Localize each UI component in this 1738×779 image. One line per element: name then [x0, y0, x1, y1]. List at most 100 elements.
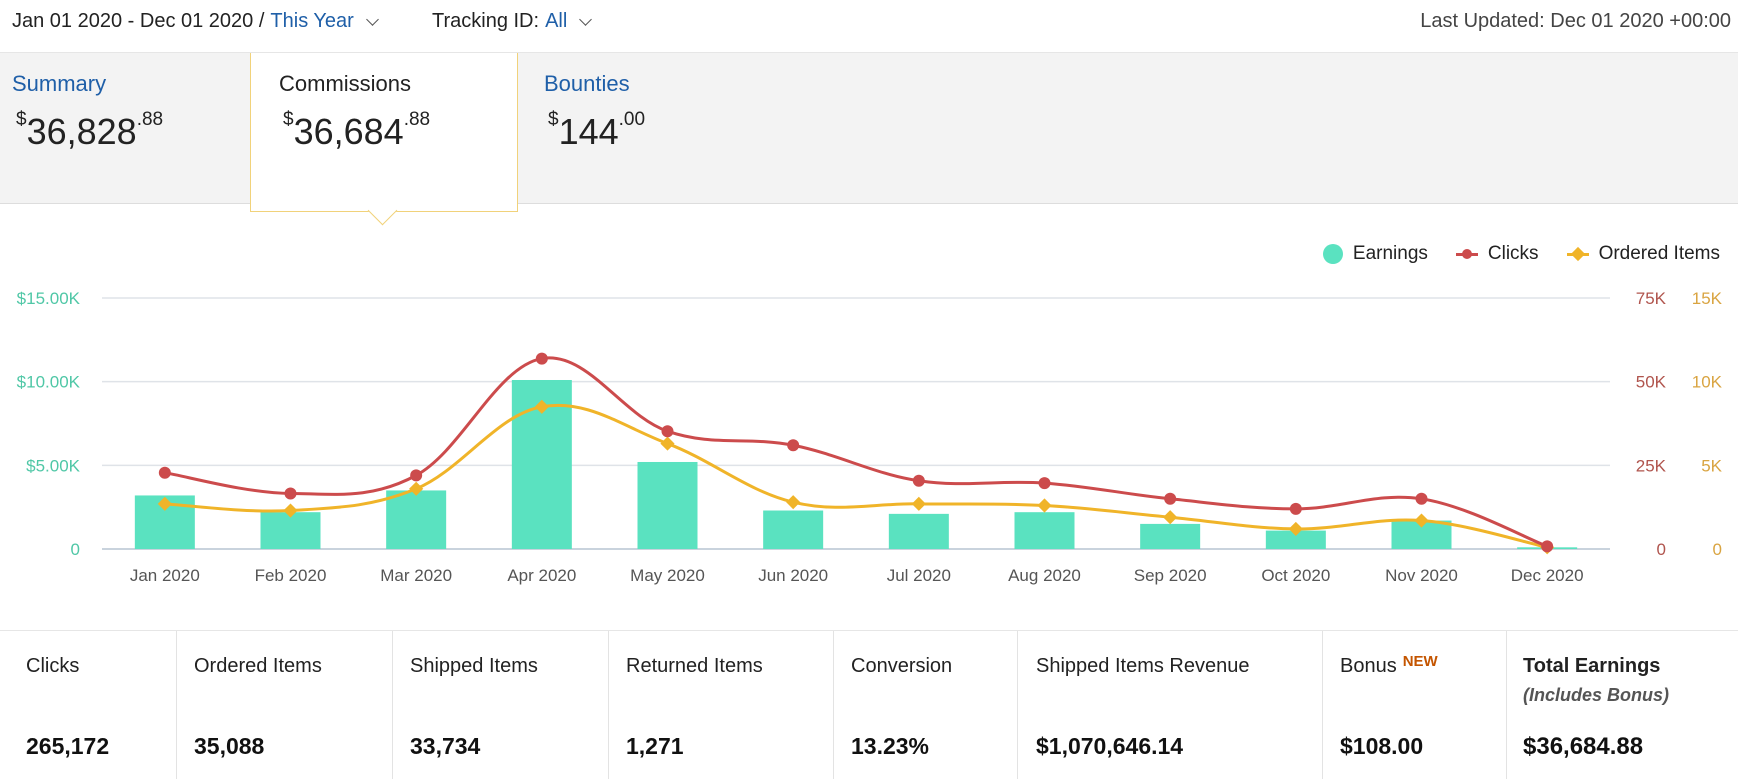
clicks-line — [164, 356, 1548, 548]
x-axis-tick-label: Apr 2020 — [507, 566, 576, 585]
stat-shipped-items: Shipped Items 33,734 — [393, 631, 609, 779]
clicks-point — [1164, 492, 1177, 505]
legend-ordered-items[interactable]: Ordered Items — [1566, 243, 1720, 265]
stat-label: Returned Items — [626, 655, 763, 677]
period-link[interactable]: This Year — [270, 10, 354, 32]
stat-label: Ordered Items — [194, 655, 322, 677]
stat-value: 35,088 — [194, 733, 265, 759]
x-axis-tick-label: Feb 2020 — [255, 566, 327, 585]
x-axis-tick-label: Sep 2020 — [1134, 566, 1207, 585]
x-axis-tick-label: Nov 2020 — [1385, 566, 1458, 585]
clicks-point — [1038, 477, 1051, 490]
new-badge: NEW — [1402, 653, 1438, 670]
stat-value: $108.00 — [1340, 733, 1424, 759]
ordered-items-point — [1288, 521, 1303, 536]
clicks-point — [661, 425, 674, 438]
stat-label: Total Earnings — [1523, 655, 1661, 677]
tab-commissions-label[interactable]: Commissions — [279, 71, 412, 96]
top-bar: Jan 01 2020 - Dec 01 2020 / This Year Tr… — [0, 0, 1738, 50]
ordered-items-point — [534, 399, 549, 414]
x-axis-tick-label: Dec 2020 — [1511, 566, 1584, 585]
x-axis-tick-label: Jul 2020 — [887, 566, 951, 585]
earnings-bar — [1265, 530, 1326, 549]
stat-shipped-items-revenue: Shipped Items Revenue $1,070,646.14 — [1018, 631, 1323, 779]
stat-clicks: Clicks 265,172 — [0, 631, 177, 779]
tracking-id-selector[interactable]: Tracking ID: All — [432, 10, 593, 33]
stat-value: $1,070,646.14 — [1036, 733, 1184, 759]
stat-ordered-items: Ordered Items 35,088 — [177, 631, 393, 779]
stat-label: Bonus NEW — [1340, 653, 1438, 677]
x-axis-tick-label: Oct 2020 — [1261, 566, 1330, 585]
clicks-axis-tick-label: 50K — [1636, 373, 1667, 392]
earnings-legend-icon — [1322, 244, 1343, 264]
stat-label: Clicks — [26, 655, 80, 677]
ordered-items-point — [409, 481, 424, 496]
ordered-axis-tick-label: 5K — [1701, 456, 1722, 475]
clicks-point — [284, 487, 297, 500]
earnings-bar — [763, 510, 824, 549]
ordered-axis-tick-label: 10K — [1692, 373, 1723, 392]
stat-value: 265,172 — [26, 733, 110, 759]
clicks-point — [1415, 492, 1428, 505]
ordered-axis-tick-label: 15K — [1692, 289, 1723, 308]
clicks-point — [1289, 502, 1302, 515]
stat-returned-items: Returned Items 1,271 — [609, 631, 834, 779]
legend-clicks[interactable]: Clicks — [1455, 243, 1539, 265]
earnings-bar — [1140, 523, 1201, 549]
legend-earnings[interactable]: Earnings — [1322, 243, 1428, 265]
stat-conversion: Conversion 13.23% — [834, 631, 1018, 779]
earnings-bar — [260, 512, 321, 549]
earnings-bar — [386, 490, 447, 549]
stat-label: Shipped Items — [410, 655, 538, 677]
ordered-items-point — [786, 495, 801, 510]
date-range-text: Jan 01 2020 - Dec 01 2020 / — [12, 10, 265, 32]
chevron-down-icon[interactable] — [579, 13, 593, 26]
stat-value: 33,734 — [410, 733, 481, 759]
stat-value: 1,271 — [626, 733, 684, 759]
earnings-chart: 0 $5.00K $10.00K $15.00K 0 25K 50K 75K 0 5K 10K 15K… — [17, 289, 1723, 585]
clicks-axis-tick-label: 0 — [1657, 540, 1666, 559]
x-axis-tick-label: May 2020 — [630, 566, 705, 585]
tab-commissions[interactable]: Commissions $36,684.88 — [250, 53, 518, 212]
chevron-down-icon[interactable] — [365, 13, 379, 26]
x-axis-tick-label: Mar 2020 — [380, 566, 452, 585]
x-axis-tick-label: Jan 2020 — [130, 566, 200, 585]
stat-total-earnings: Total Earnings (Includes Bonus) $36,684.… — [1507, 631, 1738, 779]
tab-summary-amount: $36,828.88 — [16, 109, 164, 152]
tracking-value-link[interactable]: All — [545, 10, 568, 32]
tab-bounties-label[interactable]: Bounties — [544, 71, 630, 96]
ordered-items-point — [1163, 510, 1178, 525]
legend-ordered-items-label: Ordered Items — [1598, 243, 1720, 264]
clicks-point — [1541, 540, 1554, 553]
clicks-legend-icon — [1455, 248, 1478, 259]
ordered-items-point — [1037, 498, 1052, 513]
tab-bounties[interactable]: Bounties $144.00 — [532, 53, 782, 203]
ordered-items-line — [164, 403, 1548, 549]
ordered-items-point — [283, 503, 298, 518]
legend-earnings-label: Earnings — [1352, 243, 1428, 264]
stat-value: $36,684.88 — [1523, 733, 1644, 760]
clicks-point — [535, 352, 548, 365]
date-range-selector[interactable]: Jan 01 2020 - Dec 01 2020 / This Year — [12, 10, 379, 33]
stat-label: Conversion — [851, 655, 953, 677]
left-axis-tick-label: $5.00K — [26, 456, 81, 475]
left-axis-tick-label: $15.00K — [17, 289, 81, 308]
ordered-items-point — [157, 496, 172, 511]
stat-sublabel: (Includes Bonus) — [1523, 685, 1670, 705]
stat-label: Shipped Items Revenue — [1036, 655, 1250, 677]
left-axis-tick-label: 0 — [71, 540, 80, 559]
tab-bounties-amount: $144.00 — [548, 109, 646, 152]
tab-summary[interactable]: Summary $36,828.88 — [0, 53, 250, 203]
left-axis-tick-label: $10.00K — [17, 373, 81, 392]
chart-legend: Earnings Clicks Ordered Items — [1295, 243, 1720, 265]
earnings-chart-area: Earnings Clicks Ordered Items 0 $5.00K $10… — [0, 213, 1738, 623]
stat-bonus: Bonus NEW $108.00 — [1323, 631, 1507, 779]
x-axis-tick-label: Aug 2020 — [1008, 566, 1081, 585]
clicks-point — [787, 439, 800, 452]
tab-summary-label[interactable]: Summary — [12, 71, 107, 96]
earnings-tab-strip: Summary $36,828.88 Commissions $36,684.8… — [0, 52, 1738, 212]
earnings-bar — [1014, 512, 1075, 549]
x-axis-tick-label: Jun 2020 — [758, 566, 828, 585]
clicks-point — [410, 469, 423, 482]
earnings-bar — [888, 513, 949, 549]
